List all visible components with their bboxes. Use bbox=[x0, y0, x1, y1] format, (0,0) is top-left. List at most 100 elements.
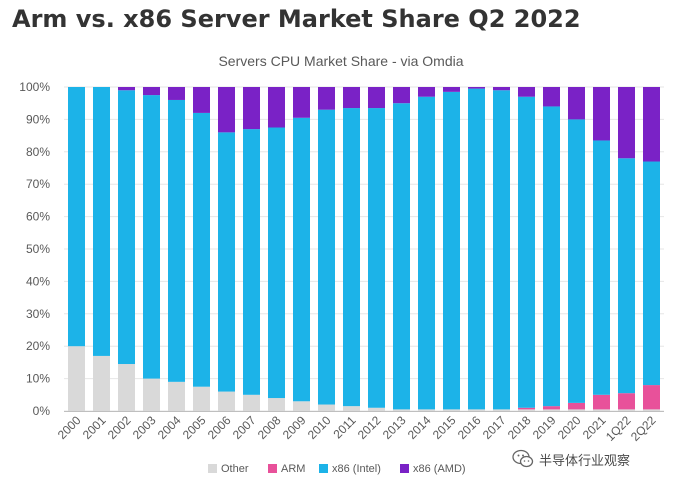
bar-segment-x86-intel-2020 bbox=[568, 119, 585, 403]
watermark: 半导体行业观察 bbox=[512, 447, 630, 471]
legend-label: x86 (AMD) bbox=[413, 463, 466, 475]
bar-segment-other-2015 bbox=[443, 409, 460, 411]
bar-segment-x86-amd-2Q22 bbox=[643, 87, 660, 162]
y-tick-label: 90% bbox=[26, 112, 50, 126]
bar-segment-x86-amd-2018 bbox=[518, 87, 535, 97]
x-tick-label: 2002 bbox=[105, 413, 134, 442]
legend-swatch bbox=[319, 464, 328, 473]
bar-segment-other-2019 bbox=[543, 409, 560, 411]
x-axis-ticks: 2000200120022003200420052006200720082009… bbox=[55, 413, 659, 444]
bar-segment-arm-2021 bbox=[593, 394, 610, 410]
bar-segment-x86-intel-2Q22 bbox=[643, 161, 660, 386]
x-tick-label: 2009 bbox=[280, 413, 309, 442]
x-tick-label: 2007 bbox=[230, 413, 259, 442]
bar-segment-x86-intel-2009 bbox=[293, 117, 310, 402]
wechat-icon bbox=[512, 449, 534, 468]
bar-segment-x86-amd-2017 bbox=[493, 87, 510, 91]
gridlines bbox=[64, 86, 664, 412]
x-tick-label: 2001 bbox=[80, 413, 109, 442]
bar-segment-other-1Q22 bbox=[618, 409, 635, 411]
bar-segment-other-2001 bbox=[93, 355, 110, 411]
bar-segment-x86-intel-2007 bbox=[243, 129, 260, 395]
y-tick-label: 80% bbox=[26, 145, 50, 159]
bar-segment-x86-intel-2008 bbox=[268, 127, 285, 399]
bar-segment-x86-intel-2004 bbox=[168, 99, 185, 382]
bar-segment-x86-amd-2002 bbox=[118, 87, 135, 91]
bar-segment-other-2000 bbox=[68, 346, 85, 411]
bar-segment-x86-intel-1Q22 bbox=[618, 158, 635, 394]
x-tick-label: 2010 bbox=[305, 413, 334, 442]
y-tick-label: 10% bbox=[26, 372, 50, 386]
x-tick-label: 2000 bbox=[55, 413, 84, 442]
bar-segment-other-2003 bbox=[143, 378, 160, 411]
bar-segment-x86-intel-2001 bbox=[93, 87, 110, 356]
bar-segment-x86-intel-2005 bbox=[193, 112, 210, 387]
bar-segment-x86-amd-2004 bbox=[168, 87, 185, 100]
bar-segment-other-2007 bbox=[243, 394, 260, 411]
legend: Other ARM x86 (Intel) x86 (AMD) bbox=[208, 463, 466, 475]
bar-segment-x86-intel-2012 bbox=[368, 108, 385, 408]
x-tick-label: 2011 bbox=[330, 413, 358, 441]
bar-segment-other-2010 bbox=[318, 404, 335, 411]
x-tick-label: 2Q22 bbox=[628, 413, 659, 444]
legend-label: ARM bbox=[281, 463, 305, 475]
y-tick-label: 70% bbox=[26, 177, 50, 191]
bar-segment-x86-amd-2007 bbox=[243, 87, 260, 130]
bar-segment-x86-amd-2006 bbox=[218, 87, 235, 133]
bar-segment-x86-intel-2003 bbox=[143, 95, 160, 379]
bar-segment-x86-amd-2010 bbox=[318, 87, 335, 110]
x-tick-label: 2003 bbox=[130, 413, 159, 442]
y-tick-label: 100% bbox=[19, 80, 50, 94]
bar-segment-x86-intel-2013 bbox=[393, 103, 410, 410]
bar-segment-x86-amd-2021 bbox=[593, 87, 610, 141]
x-tick-label: 2013 bbox=[380, 413, 409, 442]
bar-segment-x86-intel-2014 bbox=[418, 96, 435, 410]
x-tick-label: 2004 bbox=[155, 413, 184, 442]
bar-segment-x86-amd-2015 bbox=[443, 87, 460, 92]
bar-segment-x86-intel-2006 bbox=[218, 132, 235, 392]
bar-segment-x86-amd-2013 bbox=[393, 87, 410, 104]
bar-segment-x86-intel-2018 bbox=[518, 96, 535, 408]
page-headline: Arm vs. x86 Server Market Share Q2 2022 bbox=[12, 5, 581, 33]
bar-segment-other-2021 bbox=[593, 409, 610, 411]
x-tick-label: 2019 bbox=[530, 413, 559, 442]
bar-segment-other-2013 bbox=[393, 409, 410, 411]
bar-segment-other-2Q22 bbox=[643, 409, 660, 411]
y-tick-label: 30% bbox=[26, 307, 50, 321]
bar-segment-x86-amd-2012 bbox=[368, 87, 385, 109]
bar-segment-arm-2020 bbox=[568, 402, 585, 410]
x-tick-label: 2018 bbox=[505, 413, 534, 442]
bar-segment-x86-intel-2000 bbox=[68, 87, 85, 347]
y-tick-label: 50% bbox=[26, 242, 50, 256]
y-axis-ticks: 0% 10% 20% 30% 40% 50% 60% 70% 80% 90% 100% bbox=[19, 80, 50, 418]
y-tick-label: 60% bbox=[26, 210, 50, 224]
bar-segment-other-2008 bbox=[268, 398, 285, 411]
bar-segment-other-2020 bbox=[568, 409, 585, 411]
bar-segment-x86-intel-2017 bbox=[493, 90, 510, 410]
bar-segment-x86-intel-2016 bbox=[468, 88, 485, 410]
bar-segment-x86-amd-2003 bbox=[143, 87, 160, 96]
chart-title: Servers CPU Market Share - via Omdia bbox=[218, 53, 463, 69]
x-tick-label: 2016 bbox=[455, 413, 484, 442]
bar-segment-other-2011 bbox=[343, 406, 360, 411]
bar-segment-x86-amd-2005 bbox=[193, 87, 210, 113]
bar-segment-x86-amd-2008 bbox=[268, 87, 285, 128]
bar-segment-arm-1Q22 bbox=[618, 393, 635, 410]
x-tick-label: 2008 bbox=[255, 413, 284, 442]
legend-swatch bbox=[208, 464, 217, 473]
bar-segment-other-2005 bbox=[193, 386, 210, 411]
bar-segment-x86-intel-2011 bbox=[343, 108, 360, 407]
x-tick-label: 2005 bbox=[180, 413, 209, 442]
bar-segment-other-2009 bbox=[293, 401, 310, 411]
x-tick-label: 2014 bbox=[405, 413, 434, 442]
x-tick-label: 2012 bbox=[355, 413, 384, 442]
bar-segment-x86-intel-2021 bbox=[593, 140, 610, 395]
x-tick-label: 2006 bbox=[205, 413, 234, 442]
bar-segment-other-2012 bbox=[368, 407, 385, 411]
bar-segment-x86-amd-2020 bbox=[568, 87, 585, 120]
bar-segment-x86-intel-2019 bbox=[543, 106, 560, 407]
bar-segment-x86-amd-2016 bbox=[468, 87, 485, 89]
bar-segment-other-2017 bbox=[493, 409, 510, 411]
bar-segment-other-2004 bbox=[168, 381, 185, 411]
x-tick-label: 2020 bbox=[555, 413, 584, 442]
